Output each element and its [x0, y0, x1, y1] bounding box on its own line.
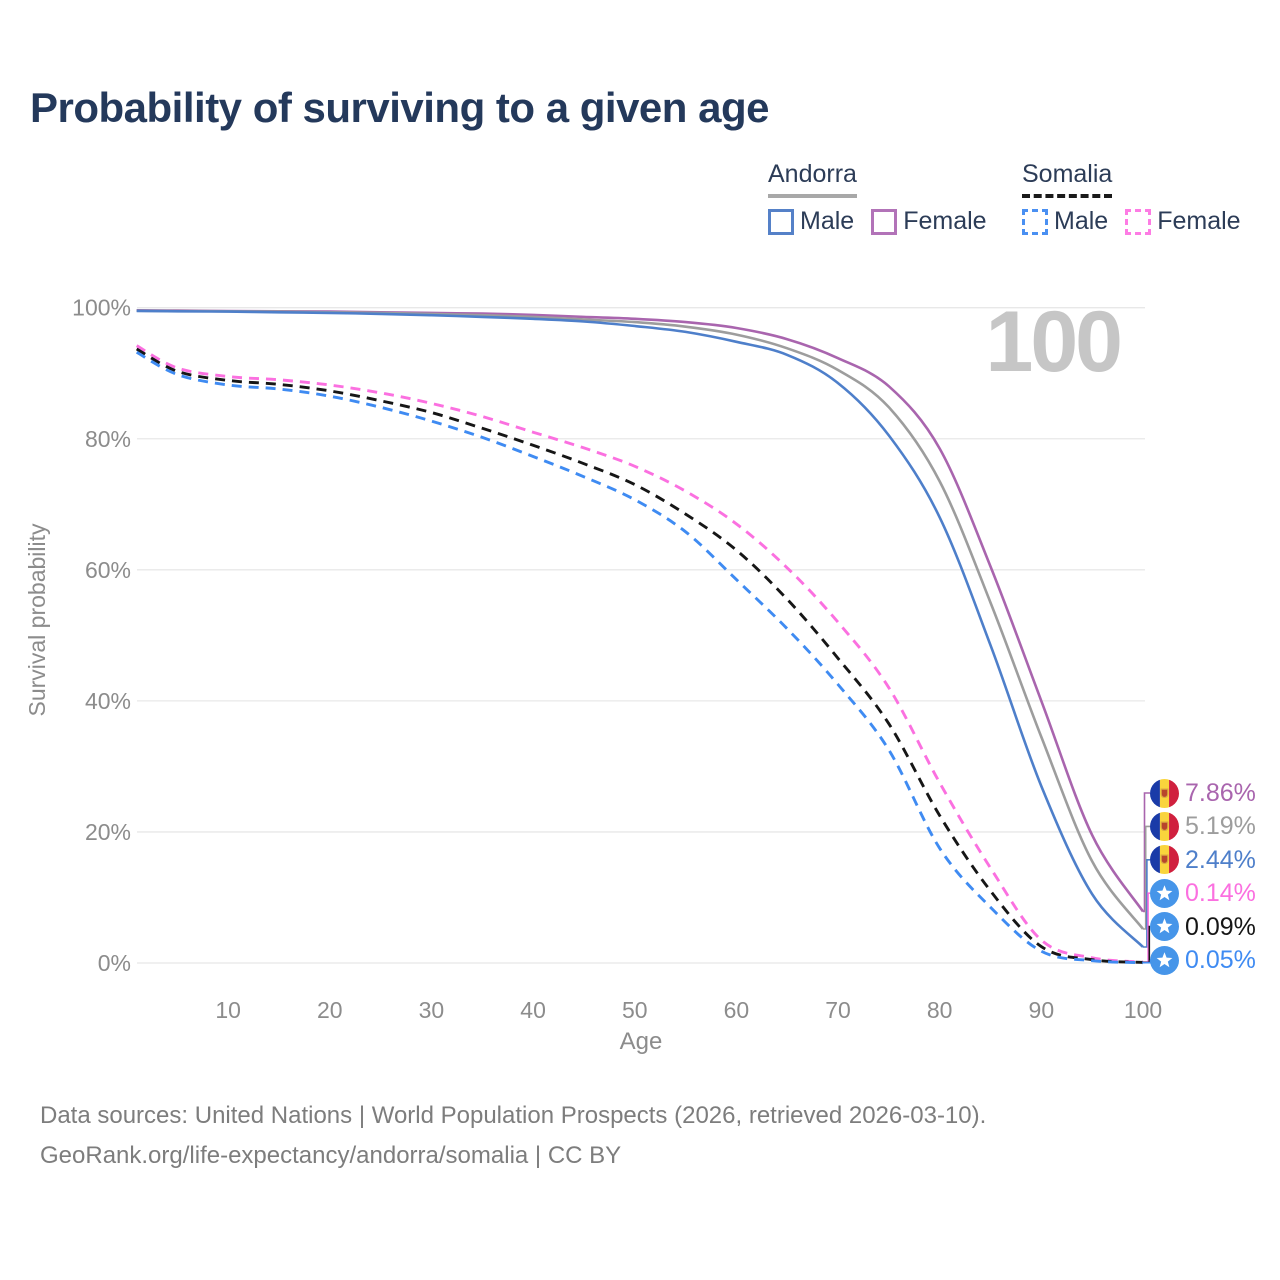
- end-label-value: 0.09%: [1185, 912, 1256, 941]
- page-title: Probability of surviving to a given age: [30, 84, 769, 131]
- legend-item-andorra-female[interactable]: Female: [871, 207, 987, 236]
- y-tick-label: 40%: [85, 688, 131, 714]
- y-tick-label: 100%: [72, 295, 131, 321]
- end-label-value: 5.19%: [1185, 812, 1256, 841]
- legend-label-andorra-male: Male: [800, 207, 855, 235]
- curve-andorra-male: [136, 309, 1144, 948]
- legend: Andorra Male Female Somalia Male: [0, 160, 1280, 250]
- footer-attribution: GeoRank.org/life-expectancy/andorra/soma…: [40, 1142, 622, 1169]
- end-label-value: 7.86%: [1185, 779, 1256, 807]
- x-tick-label: 70: [825, 997, 851, 1023]
- andorra-flag-icon: [1150, 811, 1179, 841]
- curve-somalia-both-sexes: [135, 347, 1144, 964]
- leader-line-andorra-male: [1143, 859, 1150, 948]
- legend-items-somalia: Male Female: [1022, 207, 1241, 236]
- x-tick-label: 80: [927, 997, 953, 1023]
- somalia-flag-icon: [1150, 878, 1179, 908]
- somalia-flag-icon: [1150, 912, 1179, 942]
- swatch-somalia-female: [1125, 208, 1152, 235]
- age-counter-watermark: 100: [986, 294, 1121, 390]
- legend-label-somalia-female: Female: [1157, 207, 1241, 235]
- leader-line-andorra-female: [1143, 792, 1150, 913]
- leader-line-andorra-both-sexes: [1143, 825, 1150, 930]
- y-axis-title: Survival probability: [24, 523, 50, 717]
- end-label-value: 0.14%: [1185, 879, 1256, 908]
- end-label-andorra-female: 7.86%: [1150, 778, 1256, 808]
- legend-label-andorra-female: Female: [903, 207, 987, 235]
- end-label-somalia-female: 0.14%: [1150, 878, 1256, 908]
- footer-sources: Data sources: United Nations | World Pop…: [40, 1102, 987, 1129]
- y-tick-label: 80%: [85, 426, 131, 452]
- swatch-andorra-female: [871, 208, 898, 235]
- end-label-somalia-male: 0.05%: [1150, 945, 1256, 975]
- end-label-andorra-male: 2.44%: [1150, 845, 1256, 875]
- swatch-andorra-male: [768, 208, 794, 235]
- legend-item-somalia-female[interactable]: Female: [1125, 207, 1241, 236]
- legend-title-somalia: Somalia: [1022, 160, 1113, 198]
- x-tick-label: 90: [1029, 997, 1055, 1023]
- x-tick-label: 40: [520, 997, 546, 1023]
- legend-group-somalia: Somalia Male Female: [1022, 160, 1241, 236]
- footer: Data sources: United Nations | World Pop…: [40, 1096, 986, 1176]
- curve-andorra-both-sexes: [136, 309, 1145, 930]
- andorra-flag-icon: [1150, 778, 1179, 808]
- legend-label-somalia-male: Male: [1054, 207, 1109, 235]
- swatch-somalia-male: [1022, 208, 1048, 235]
- legend-items-andorra: Male Female: [768, 207, 987, 236]
- legend-item-somalia-male[interactable]: Male: [1022, 207, 1108, 236]
- legend-item-andorra-male[interactable]: Male: [768, 207, 854, 236]
- x-tick-label: 30: [419, 997, 445, 1023]
- x-axis-title: Age: [620, 1028, 663, 1055]
- end-label-value: 2.44%: [1185, 845, 1256, 874]
- end-label-value: 0.05%: [1185, 946, 1256, 974]
- y-tick-label: 20%: [85, 819, 131, 845]
- x-tick-label: 100: [1124, 997, 1162, 1023]
- legend-group-andorra: Andorra Male Female: [768, 160, 987, 236]
- x-tick-label: 50: [622, 997, 648, 1023]
- andorra-flag-icon: [1150, 845, 1179, 875]
- somalia-flag-icon: [1150, 945, 1179, 975]
- y-tick-label: 60%: [85, 557, 131, 583]
- x-tick-label: 60: [724, 997, 750, 1023]
- y-tick-label: 0%: [98, 950, 131, 976]
- legend-title-andorra: Andorra: [768, 160, 857, 198]
- curve-somalia-male: [135, 350, 1144, 965]
- x-tick-label: 20: [317, 997, 343, 1023]
- curve-andorra-female: [136, 309, 1145, 913]
- x-tick-label: 10: [215, 997, 241, 1023]
- curve-somalia-female: [135, 344, 1144, 964]
- end-label-andorra-both-sexes: 5.19%: [1150, 811, 1256, 841]
- end-label-somalia-both-sexes: 0.09%: [1150, 912, 1256, 942]
